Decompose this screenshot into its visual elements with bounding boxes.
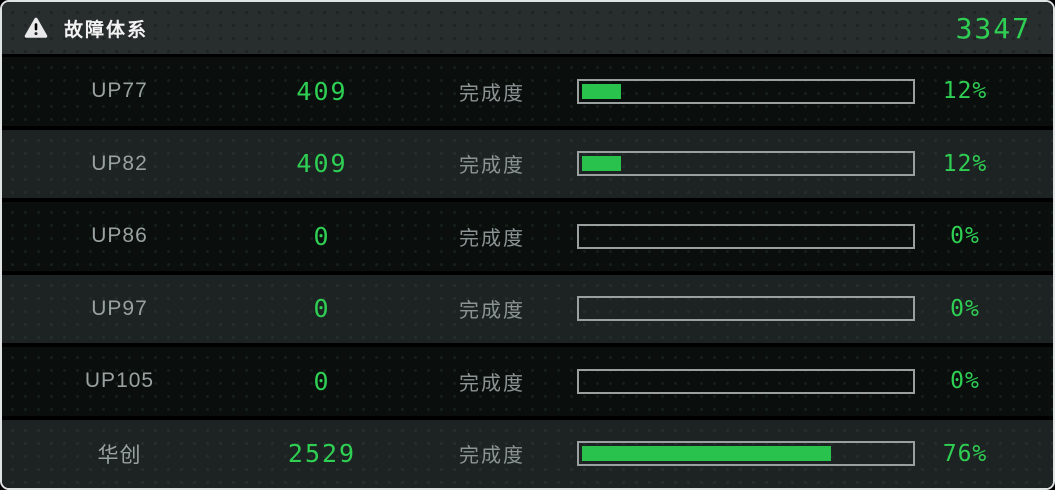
progress-percent: 0% <box>950 368 980 395</box>
warning-icon <box>24 17 48 39</box>
progress-percent: 12% <box>942 78 988 105</box>
progress-bar <box>577 441 915 467</box>
table-row: 华创 2529 完成度 76% <box>2 419 1053 488</box>
progress-bar <box>577 223 915 249</box>
progress-percent: 76% <box>942 440 988 467</box>
table-row: UP105 0 完成度 0% <box>2 347 1053 416</box>
progress-label: 完成度 <box>459 82 525 105</box>
row-value: 0 <box>313 366 331 396</box>
progress-label: 完成度 <box>459 155 525 178</box>
row-label: UP105 <box>84 369 155 393</box>
table-row: UP82 409 完成度 12% <box>2 129 1053 198</box>
row-label: UP77 <box>91 79 148 103</box>
progress-percent: 12% <box>942 150 988 177</box>
row-value: 409 <box>296 149 348 179</box>
progress-label: 完成度 <box>459 300 525 323</box>
table-row: UP86 0 完成度 0% <box>2 202 1053 271</box>
progress-bar <box>577 296 915 322</box>
row-value: 0 <box>313 294 331 324</box>
page-title: 故障体系 <box>64 19 149 41</box>
total-count: 3347 <box>955 11 1031 45</box>
progress-bar <box>577 78 915 104</box>
row-value: 2529 <box>287 439 357 469</box>
progress-percent: 0% <box>950 295 980 322</box>
table-row: UP97 0 完成度 0% <box>2 274 1053 343</box>
panel-header: 故障体系 3347 <box>2 2 1053 57</box>
progress-fill <box>582 83 622 99</box>
progress-label: 完成度 <box>459 372 525 395</box>
table-row: UP77 409 完成度 12% <box>2 57 1053 126</box>
row-label: 华创 <box>97 443 142 467</box>
rows-container: UP77 409 完成度 12% UP82 409 完成度 12% UP86 0… <box>2 57 1053 488</box>
progress-label: 完成度 <box>459 445 525 468</box>
progress-bar <box>577 151 915 177</box>
progress-label: 完成度 <box>459 227 525 250</box>
row-value: 409 <box>296 76 348 106</box>
progress-fill <box>582 156 622 172</box>
progress-bar <box>577 368 915 394</box>
row-label: UP97 <box>91 296 148 320</box>
progress-fill <box>582 446 832 462</box>
row-label: UP82 <box>91 151 148 175</box>
row-value: 0 <box>313 221 331 251</box>
row-label: UP86 <box>91 224 148 248</box>
progress-percent: 0% <box>950 223 980 250</box>
